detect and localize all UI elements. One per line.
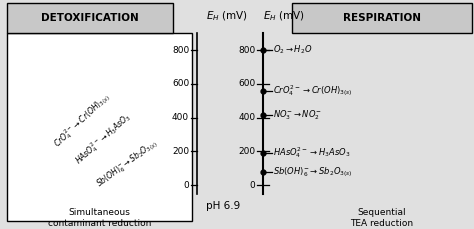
Text: 200: 200: [172, 147, 189, 156]
Text: $E_H$ (mV): $E_H$ (mV): [206, 9, 248, 23]
Text: DETOXIFICATION: DETOXIFICATION: [41, 13, 139, 23]
Bar: [7, 3, 173, 33]
Text: RESPIRATION: RESPIRATION: [343, 13, 420, 23]
Text: $O_2 \rightarrow H_2O$: $O_2 \rightarrow H_2O$: [273, 44, 313, 56]
Text: 0: 0: [250, 181, 255, 190]
Text: Sequential
TEA reduction: Sequential TEA reduction: [350, 208, 413, 228]
Text: 800: 800: [172, 46, 189, 55]
Text: $NO_3^{-}\rightarrow NO_2^{-}$: $NO_3^{-}\rightarrow NO_2^{-}$: [273, 108, 322, 122]
Text: pH 6.9: pH 6.9: [206, 201, 240, 211]
Text: Simultaneous
contaminant reduction: Simultaneous contaminant reduction: [48, 208, 151, 228]
Text: 400: 400: [238, 113, 255, 122]
Text: $CrO_4^{2-}\rightarrow Cr(OH)_{3(s)}$: $CrO_4^{2-}\rightarrow Cr(OH)_{3(s)}$: [50, 90, 113, 151]
Text: 0: 0: [183, 181, 189, 190]
Text: $Sb(OH)_6^{-}\rightarrow Sb_2O_{3(s)}$: $Sb(OH)_6^{-}\rightarrow Sb_2O_{3(s)}$: [273, 166, 353, 179]
Text: $HAsO_4^{2-}\rightarrow H_3AsO_3$: $HAsO_4^{2-}\rightarrow H_3AsO_3$: [273, 146, 351, 161]
Bar: [292, 3, 472, 33]
Text: $CrO_4^{2-}\rightarrow Cr(OH)_{3(s)}$: $CrO_4^{2-}\rightarrow Cr(OH)_{3(s)}$: [273, 83, 353, 98]
Text: $HAsO_4^{2-}\rightarrow H_3AsO_3$: $HAsO_4^{2-}\rightarrow H_3AsO_3$: [72, 109, 135, 168]
Text: $Sb(OH)_6^{-}\rightarrow Sb_2O_{3(s)}$: $Sb(OH)_6^{-}\rightarrow Sb_2O_{3(s)}$: [93, 137, 160, 191]
Text: $E_H$ (mV): $E_H$ (mV): [263, 9, 305, 23]
Text: 200: 200: [238, 147, 255, 156]
Text: 600: 600: [238, 79, 255, 88]
Text: 800: 800: [238, 46, 255, 55]
Text: 600: 600: [172, 79, 189, 88]
Bar: [7, 33, 192, 221]
Text: 400: 400: [172, 113, 189, 122]
